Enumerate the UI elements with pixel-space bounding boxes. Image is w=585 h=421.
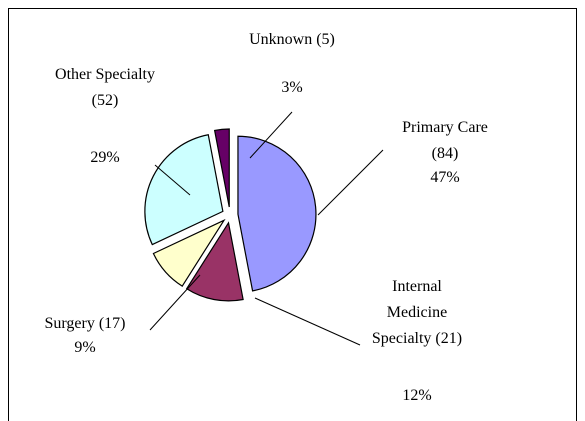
slice-percent: 47%	[430, 169, 460, 186]
slice-label: Other Specialty (52)	[55, 66, 155, 109]
slice-label: Primary Care (84)	[402, 119, 488, 162]
slice-percent: 3%	[281, 79, 303, 96]
frame	[8, 8, 577, 421]
slice-label: Unknown (5)	[249, 31, 335, 48]
pie-slice	[213, 128, 230, 208]
slice-percent: 9%	[74, 339, 96, 356]
pie-slice	[152, 218, 226, 287]
leader-line	[154, 164, 191, 196]
leader-line	[249, 111, 293, 159]
slice-label: Surgery (17)	[44, 315, 126, 332]
leader-line	[254, 297, 361, 346]
slice-label: Internal Medicine Specialty (21)	[371, 278, 463, 347]
slice-percent: 12%	[402, 387, 432, 404]
pie-slice	[237, 135, 317, 292]
pie-slice	[185, 221, 244, 302]
leader-line	[317, 149, 384, 216]
leader-line	[149, 274, 201, 331]
slice-percent: 29%	[90, 149, 120, 166]
